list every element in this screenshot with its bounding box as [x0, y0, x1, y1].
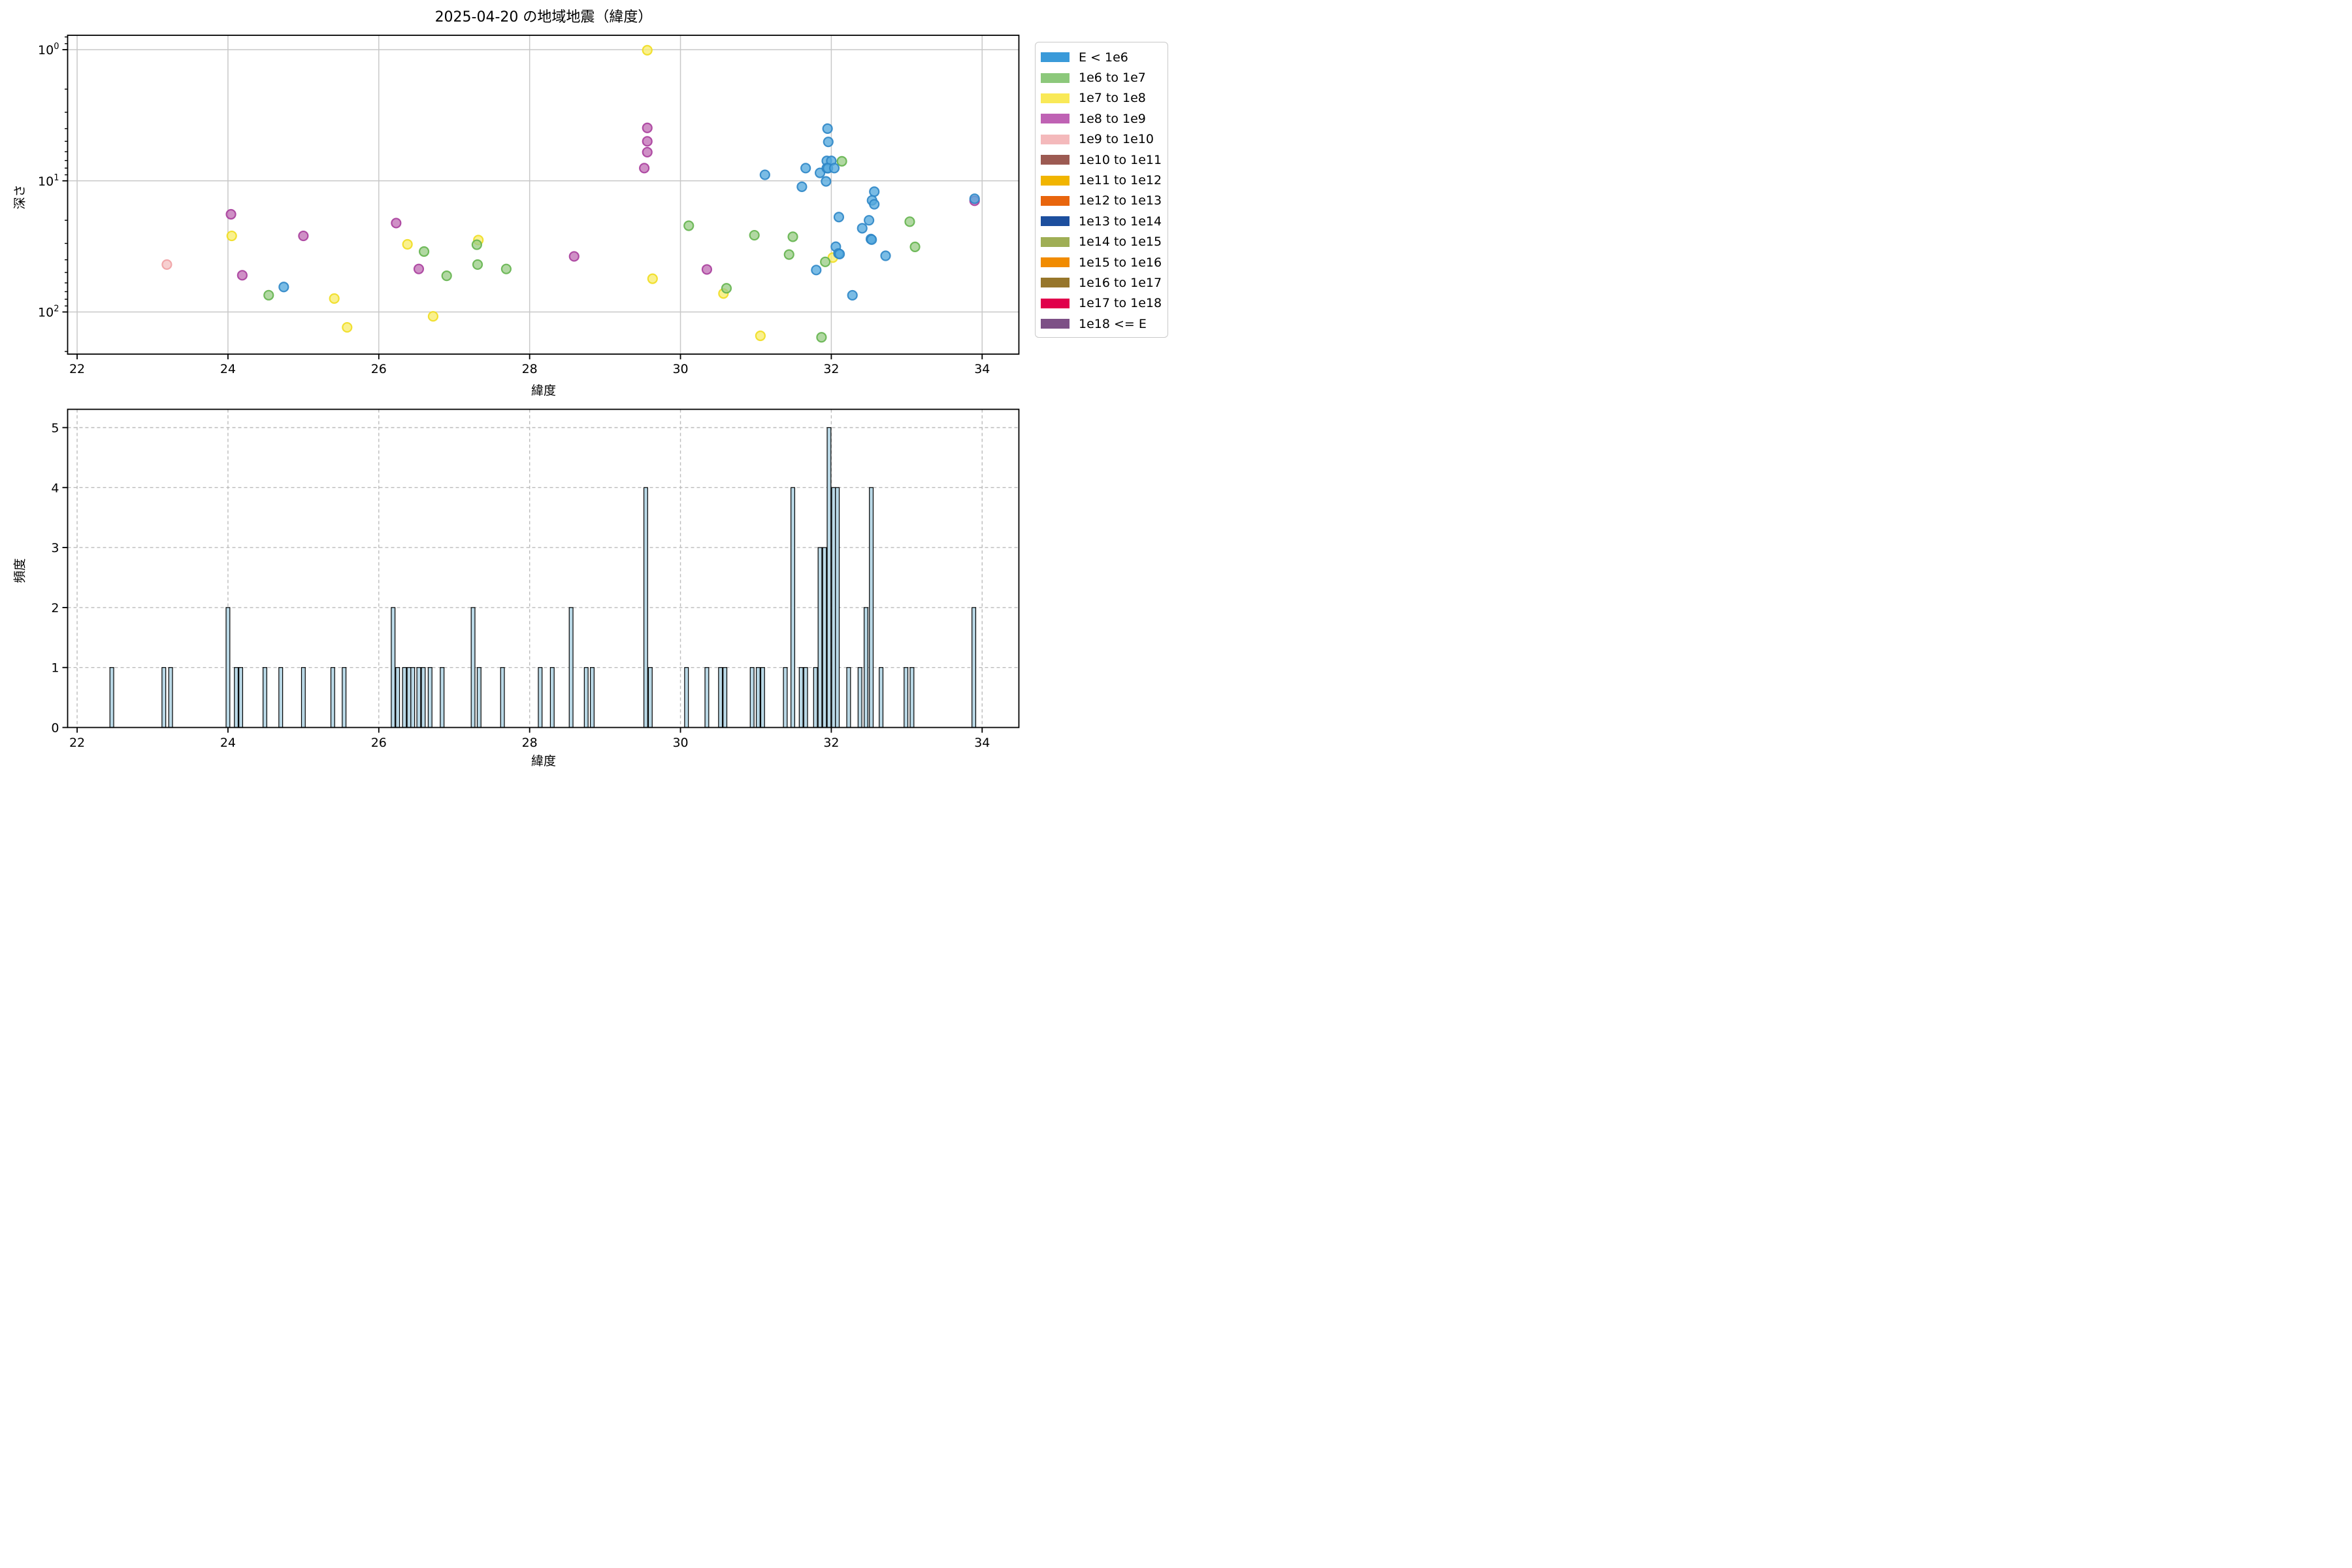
legend-swatch	[1041, 216, 1070, 227]
svg-text:34: 34	[974, 362, 990, 376]
legend-item: 1e9 to 1e10	[1036, 129, 1168, 150]
svg-text:30: 30	[672, 362, 688, 376]
svg-text:3: 3	[51, 541, 59, 555]
svg-text:102: 102	[38, 304, 59, 320]
legend-label: 1e7 to 1e8	[1079, 91, 1146, 106]
legend-label: 1e12 to 1e13	[1079, 193, 1162, 208]
legend-label: 1e10 to 1e11	[1079, 152, 1162, 167]
bottom-xaxis-label: 緯度	[531, 754, 556, 768]
legend-label: 1e17 to 1e18	[1079, 296, 1162, 311]
legend-label: 1e15 to 1e16	[1079, 255, 1162, 270]
svg-text:24: 24	[220, 362, 236, 376]
legend-swatch	[1041, 52, 1070, 63]
svg-text:22: 22	[69, 736, 85, 750]
legend-label: 1e16 to 1e17	[1079, 275, 1162, 290]
legend-item: 1e10 to 1e11	[1036, 150, 1168, 170]
legend-swatch	[1041, 155, 1070, 165]
legend-item: 1e12 to 1e13	[1036, 191, 1168, 211]
legend-item: 1e16 to 1e17	[1036, 272, 1168, 293]
legend-item: 1e15 to 1e16	[1036, 252, 1168, 272]
chart-title: 2025-04-20 の地域地震（緯度）	[434, 9, 653, 25]
legend-swatch	[1041, 134, 1070, 144]
legend-item: 1e8 to 1e9	[1036, 108, 1168, 129]
svg-text:34: 34	[974, 736, 990, 750]
legend-item: 1e18 <= E	[1036, 314, 1168, 334]
legend-swatch	[1041, 237, 1070, 247]
svg-text:28: 28	[522, 362, 538, 376]
legend-label: 1e13 to 1e14	[1079, 214, 1162, 229]
bottom-yaxis-label: 頻度	[12, 558, 27, 583]
legend-label: 1e6 to 1e7	[1079, 71, 1146, 86]
svg-text:32: 32	[823, 362, 839, 376]
legend-item: 1e7 to 1e8	[1036, 88, 1168, 108]
top-xaxis-label: 緯度	[531, 384, 556, 398]
svg-text:22: 22	[69, 362, 85, 376]
legend-item: 1e13 to 1e14	[1036, 211, 1168, 231]
svg-text:100: 100	[38, 42, 59, 57]
svg-text:32: 32	[823, 736, 839, 750]
legend-label: 1e11 to 1e12	[1079, 173, 1162, 188]
svg-text:26: 26	[371, 362, 387, 376]
legend-swatch	[1041, 195, 1070, 206]
legend-item: 1e11 to 1e12	[1036, 170, 1168, 190]
svg-text:1: 1	[51, 661, 59, 676]
svg-text:26: 26	[371, 736, 387, 750]
legend-item: 1e6 to 1e7	[1036, 67, 1168, 88]
legend-label: 1e8 to 1e9	[1079, 111, 1146, 126]
svg-text:28: 28	[522, 736, 538, 750]
legend-swatch	[1041, 298, 1070, 308]
svg-text:4: 4	[51, 481, 59, 495]
svg-text:24: 24	[220, 736, 236, 750]
legend: E < 1e6 1e6 to 1e7 1e7 to 1e8 1e8 to 1e9 1e9…	[1035, 42, 1168, 338]
legend-swatch	[1041, 114, 1070, 124]
svg-text:5: 5	[51, 421, 59, 436]
svg-text:0: 0	[51, 721, 59, 736]
svg-text:101: 101	[38, 173, 59, 189]
top-yaxis-label: 深さ	[12, 184, 27, 210]
legend-item: E < 1e6	[1036, 47, 1168, 67]
legend-swatch	[1041, 319, 1070, 329]
legend-item: 1e14 to 1e15	[1036, 232, 1168, 252]
legend-swatch	[1041, 278, 1070, 288]
svg-text:30: 30	[672, 736, 688, 750]
legend-label: 1e14 to 1e15	[1079, 235, 1162, 250]
legend-swatch	[1041, 93, 1070, 103]
legend-item: 1e17 to 1e18	[1036, 293, 1168, 314]
legend-swatch	[1041, 73, 1070, 83]
legend-label: E < 1e6	[1079, 50, 1128, 65]
legend-label: 1e9 to 1e10	[1079, 132, 1154, 147]
legend-swatch	[1041, 175, 1070, 186]
legend-label: 1e18 <= E	[1079, 316, 1147, 331]
svg-text:2: 2	[51, 601, 59, 615]
figure: 22 24 26 28 30 32 34 100 101 102 22 24 26 28 30 32 34 0 1 2…	[0, 0, 1176, 784]
legend-swatch	[1041, 257, 1070, 268]
